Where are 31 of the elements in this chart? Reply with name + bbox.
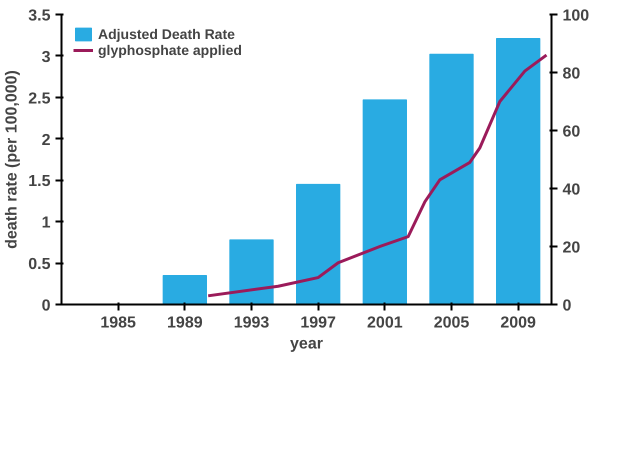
y-tick-label: 0.5 xyxy=(28,256,51,274)
x-tick-label: 1997 xyxy=(300,314,336,332)
y2-tick-label: 60 xyxy=(562,124,580,140)
y-axis-title: death rate (per 100,000) xyxy=(3,70,20,249)
y-tick-label: 1 xyxy=(42,214,51,232)
x-tick-label: 2009 xyxy=(500,314,536,332)
y-tick-label: 2.5 xyxy=(28,90,51,108)
bar xyxy=(296,184,340,304)
x-tick-label: 1989 xyxy=(167,314,203,332)
x-tick-label: 1985 xyxy=(100,314,136,332)
legend-label: glyphosphate applied xyxy=(98,42,242,58)
y2-tick-label: 100 xyxy=(562,8,590,24)
bar xyxy=(162,275,207,304)
legend-label: Adjusted Death Rate xyxy=(98,26,235,42)
y2-tick-label: 20 xyxy=(562,240,580,256)
y2-tick-label: 40 xyxy=(562,182,580,198)
x-axis-title: year xyxy=(290,336,323,352)
bar xyxy=(429,54,474,304)
bar xyxy=(362,99,407,304)
y2-tick-label: 80 xyxy=(562,66,580,82)
bar xyxy=(229,239,274,304)
x-tick-label: 2005 xyxy=(434,314,470,332)
y2-tick-label: 0 xyxy=(562,298,572,314)
y-tick-label: 3 xyxy=(42,48,51,66)
x-tick-label: 2001 xyxy=(367,314,403,332)
x-tick-label: 1993 xyxy=(234,314,270,332)
y-tick-label: 0 xyxy=(42,298,51,314)
bar xyxy=(496,38,540,304)
y-tick-label: 3.5 xyxy=(28,8,51,24)
y-tick-label: 1.5 xyxy=(28,173,51,190)
y-tick-label: 2 xyxy=(42,132,51,149)
